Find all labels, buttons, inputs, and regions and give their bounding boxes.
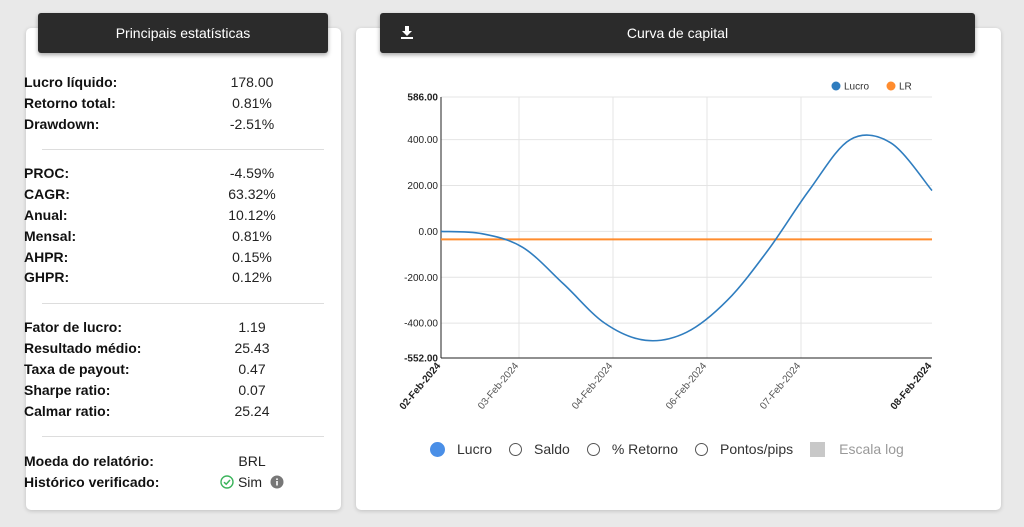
stat-row: PROC: -4.59% bbox=[16, 163, 298, 184]
chart-card bbox=[356, 28, 1001, 510]
chart-header: Curva de capital bbox=[380, 13, 975, 53]
stat-value: 63.32% bbox=[228, 186, 276, 203]
currency-value: BRL bbox=[238, 453, 266, 470]
stats-title: Principais estatísticas bbox=[115, 25, 251, 41]
stats-group-3: Fator de lucro: 1.19 Resultado médio: 25.4… bbox=[16, 317, 298, 421]
stat-row: Mensal: 0.81% bbox=[16, 225, 298, 246]
stat-row: Resultado médio: 25.43 bbox=[16, 338, 298, 359]
stat-row: Anual: 10.12% bbox=[16, 205, 298, 226]
stat-row: Sharpe ratio: 0.07 bbox=[16, 379, 298, 400]
verified-text: Sim bbox=[237, 474, 263, 491]
option-retorno[interactable]: % Retorno bbox=[586, 441, 678, 457]
chart-options: Lucro Saldo % Retorno Pontos/pips Escala… bbox=[430, 441, 921, 457]
stats-header: Principais estatísticas bbox=[38, 13, 328, 53]
stats-group-4: Moeda do relatório: BRL Histórico verific… bbox=[16, 451, 298, 493]
stat-label: Retorno total: bbox=[24, 95, 116, 112]
stat-row: Moeda do relatório: BRL bbox=[16, 451, 298, 472]
stat-value: 0.15% bbox=[232, 248, 272, 265]
divider bbox=[42, 436, 324, 437]
stat-row: GHPR: 0.12% bbox=[16, 267, 298, 288]
stat-row: Fator de lucro: 1.19 bbox=[16, 317, 298, 338]
stat-label: Drawdown: bbox=[24, 115, 100, 132]
stat-label: GHPR: bbox=[24, 269, 70, 286]
stat-label: AHPR: bbox=[24, 248, 69, 265]
stat-label: PROC: bbox=[24, 165, 70, 182]
radio-button[interactable] bbox=[509, 442, 523, 456]
divider bbox=[42, 303, 324, 304]
stats-group-1: Lucro líquido: 178.00 Retorno total: 0.81%… bbox=[16, 72, 298, 134]
stat-row: Calmar ratio: 25.24 bbox=[16, 400, 298, 421]
stat-label: Fator de lucro: bbox=[24, 319, 123, 336]
verified-value: Sim bbox=[212, 474, 292, 490]
stat-label: Lucro líquido: bbox=[24, 74, 118, 91]
radio-button[interactable] bbox=[695, 442, 708, 456]
stats-group-2: PROC: -4.59% CAGR: 63.32% Anual: 10.12% Men… bbox=[16, 163, 298, 288]
stat-row: Histórico verificado: Sim bbox=[16, 472, 298, 493]
chart-title: Curva de capital bbox=[626, 25, 729, 41]
radio-button[interactable] bbox=[430, 441, 445, 457]
stat-row: Lucro líquido: 178.00 bbox=[16, 72, 298, 93]
stat-label: Resultado médio: bbox=[24, 340, 142, 357]
stat-label: Mensal: bbox=[24, 227, 77, 244]
stat-value: -4.59% bbox=[229, 165, 275, 182]
log-scale-label: Escala log bbox=[839, 441, 904, 457]
option-label: % Retorno bbox=[611, 441, 678, 457]
stat-row: CAGR: 63.32% bbox=[16, 184, 298, 205]
stat-value: 10.12% bbox=[228, 206, 276, 223]
stats-card bbox=[26, 28, 341, 510]
stat-label: Calmar ratio: bbox=[24, 402, 111, 419]
log-scale-toggle[interactable]: Escala log bbox=[810, 441, 904, 457]
stat-value: 1.19 bbox=[238, 319, 266, 336]
checkbox[interactable] bbox=[810, 441, 826, 457]
stat-row: Taxa de payout: 0.47 bbox=[16, 359, 298, 380]
download-icon[interactable] bbox=[400, 25, 414, 42]
option-lucro[interactable]: Lucro bbox=[430, 441, 492, 457]
stat-value: 0.81% bbox=[232, 95, 272, 112]
stat-row: Retorno total: 0.81% bbox=[16, 93, 298, 114]
stat-label: Anual: bbox=[24, 206, 68, 223]
option-label: Pontos/pips bbox=[720, 441, 794, 457]
stat-label: Taxa de payout: bbox=[24, 360, 130, 377]
stat-label: CAGR: bbox=[24, 186, 70, 203]
stat-value: 178.00 bbox=[230, 74, 274, 91]
option-label: Lucro bbox=[457, 441, 493, 457]
radio-button[interactable] bbox=[586, 442, 600, 456]
option-saldo[interactable]: Saldo bbox=[509, 441, 570, 457]
stat-value: 0.81% bbox=[232, 227, 272, 244]
stat-label: Sharpe ratio: bbox=[24, 381, 111, 398]
currency-label: Moeda do relatório: bbox=[24, 453, 154, 470]
stat-value: -2.51% bbox=[229, 115, 275, 132]
verified-label: Histórico verificado: bbox=[24, 474, 160, 491]
option-label: Saldo bbox=[534, 441, 570, 457]
check-circle-icon bbox=[220, 475, 234, 489]
divider bbox=[42, 149, 324, 150]
option-pontos[interactable]: Pontos/pips bbox=[695, 441, 793, 457]
stat-value: 25.43 bbox=[234, 340, 270, 357]
stat-value: 0.47 bbox=[238, 360, 266, 377]
info-icon[interactable] bbox=[270, 475, 284, 489]
stat-row: Drawdown: -2.51% bbox=[16, 114, 298, 135]
stat-row: AHPR: 0.15% bbox=[16, 246, 298, 267]
stat-value: 25.24 bbox=[234, 402, 270, 419]
stat-value: 0.07 bbox=[238, 381, 266, 398]
stat-value: 0.12% bbox=[232, 269, 272, 286]
